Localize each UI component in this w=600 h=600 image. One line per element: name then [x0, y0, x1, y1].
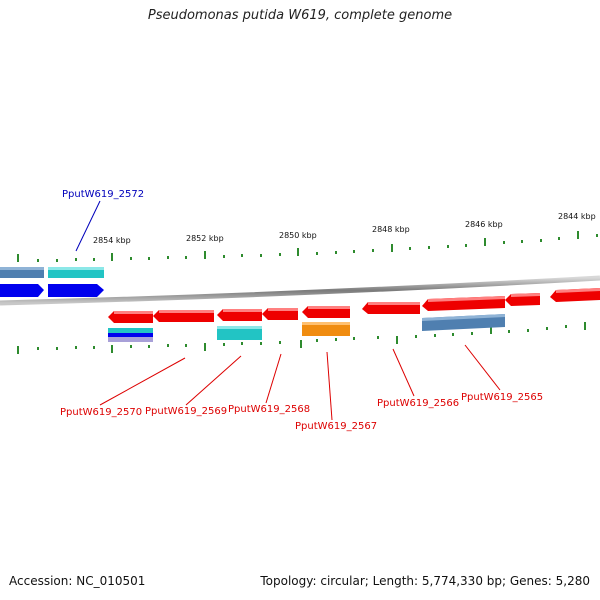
feature-cyan-highlight — [48, 267, 104, 270]
feature-orange-highlight — [302, 322, 350, 325]
leader-line — [99, 357, 186, 406]
leader-line — [185, 355, 242, 406]
gene-label-2569[interactable]: PputW619_2569 — [145, 406, 227, 417]
gene-label-2566[interactable]: PputW619_2566 — [377, 398, 459, 409]
feature-orange[interactable] — [302, 322, 350, 336]
scale-label: 2852 kbp — [186, 234, 224, 243]
gene-label-2568[interactable]: PputW619_2568 — [228, 404, 310, 415]
feature-multicolor-band — [108, 333, 153, 337]
topology-label: Topology: circular; Length: 5,774,330 bp… — [260, 574, 590, 588]
upper-scale-ticks — [17, 231, 598, 262]
leader-line — [392, 348, 415, 397]
scale-label: 2854 kbp — [93, 236, 131, 245]
leader-line — [265, 353, 282, 404]
gene-labels: PputW619_2572 PputW619_2570 PputW619_256… — [60, 189, 543, 432]
accession-label: Accession: NC_010501 — [9, 574, 146, 588]
reverse-strand-features — [108, 314, 505, 342]
leader-line — [464, 344, 501, 391]
cds-highlight — [114, 311, 153, 314]
genome-backbone — [0, 275, 600, 306]
forward-strand-features — [0, 267, 104, 297]
cds-highlight — [159, 310, 214, 313]
leader-line — [326, 351, 333, 421]
cds-forward[interactable] — [48, 284, 104, 297]
cds-highlight — [511, 293, 540, 297]
scale-label: 2848 kbp — [372, 225, 410, 234]
cds-forward[interactable] — [0, 284, 44, 297]
gene-label-2565[interactable]: PputW619_2565 — [461, 392, 543, 403]
scale-label: 2844 kbp — [558, 212, 596, 221]
cds-highlight — [428, 296, 505, 302]
cds-highlight — [368, 302, 420, 305]
gene-label-2572[interactable]: PputW619_2572 — [62, 189, 144, 200]
scale-label: 2846 kbp — [465, 220, 503, 229]
feature-steelblue-highlight — [422, 314, 505, 321]
cds-highlight — [308, 306, 350, 309]
lower-scale-ticks — [17, 322, 586, 354]
feature-steelblue-highlight — [0, 267, 44, 270]
cds-highlight — [223, 309, 262, 312]
feature-steelblue[interactable] — [0, 267, 44, 278]
cds-highlight — [268, 308, 298, 311]
scale-labels: 2854 kbp 2852 kbp 2850 kbp 2848 kbp 2846… — [93, 212, 596, 245]
leader-line — [75, 200, 101, 252]
scale-label: 2850 kbp — [279, 231, 317, 240]
gene-label-2570[interactable]: PputW619_2570 — [60, 407, 142, 418]
reverse-strand-cds — [108, 288, 600, 323]
gene-label-2567[interactable]: PputW619_2567 — [295, 421, 377, 432]
cds-highlight — [556, 288, 600, 293]
feature-cyan[interactable] — [48, 267, 104, 278]
feature-cyan-highlight — [217, 326, 262, 329]
feature-cyan[interactable] — [217, 326, 262, 340]
feature-multicolor-band — [108, 337, 153, 342]
map-title: Pseudomonas putida W619, complete genome — [147, 8, 453, 23]
label-leaders — [75, 200, 501, 421]
